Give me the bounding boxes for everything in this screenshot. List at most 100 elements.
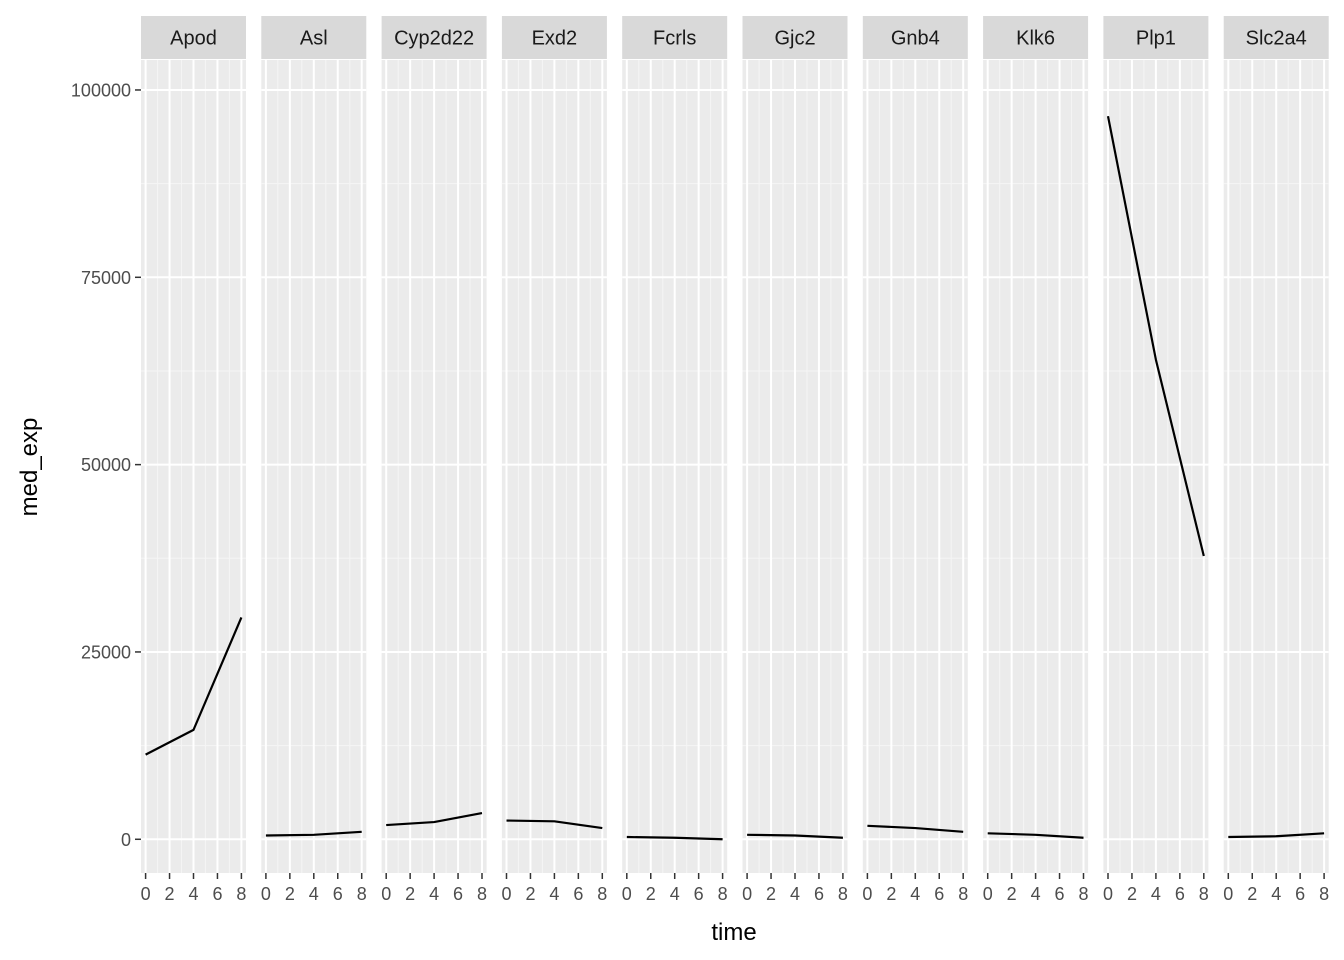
x-tick-label: 6 bbox=[1175, 884, 1185, 904]
y-axis-title: med_exp bbox=[16, 418, 43, 517]
facet-panel-gnb4: Gnb4 0 2 4 6 8 bbox=[862, 16, 968, 904]
x-tick-label: 0 bbox=[501, 884, 511, 904]
y-tick-label: 25000 bbox=[81, 642, 131, 662]
x-tick-label: 2 bbox=[1007, 884, 1017, 904]
facet-strip-label: Slc2a4 bbox=[1246, 28, 1307, 50]
x-tick-label: 0 bbox=[141, 884, 151, 904]
x-tick-label: 6 bbox=[694, 884, 704, 904]
x-tick-label: 4 bbox=[910, 884, 920, 904]
x-tick-label: 4 bbox=[670, 884, 680, 904]
x-tick-label: 2 bbox=[405, 884, 415, 904]
x-tick-label: 0 bbox=[1223, 884, 1233, 904]
facet-strip bbox=[141, 16, 246, 59]
facet-panel-plp1: Plp1 0 2 4 6 8 bbox=[1103, 16, 1209, 904]
facet-strip-label: Plp1 bbox=[1136, 28, 1176, 50]
x-tick-label: 6 bbox=[1055, 884, 1065, 904]
facet-panel-slc2a4: Slc2a4 0 2 4 6 8 bbox=[1223, 16, 1329, 904]
facet-strip bbox=[1103, 16, 1209, 59]
x-tick-label: 4 bbox=[429, 884, 439, 904]
facet-panel-fcrls: Fcrls 0 2 4 6 8 bbox=[622, 16, 728, 904]
x-tick-label: 4 bbox=[1151, 884, 1161, 904]
facet-panel-gjc2: Gjc2 0 2 4 6 8 bbox=[742, 16, 848, 904]
x-tick-label: 2 bbox=[525, 884, 535, 904]
x-tick-label: 0 bbox=[742, 884, 752, 904]
facet-strip-label: Apod bbox=[170, 28, 217, 50]
facet-strip-label: Klk6 bbox=[1016, 28, 1055, 50]
facet-strip bbox=[983, 16, 1089, 59]
series-line-plp1 bbox=[1106, 115, 1205, 557]
series-line-fcrls bbox=[626, 835, 723, 841]
x-tick-label: 6 bbox=[814, 884, 824, 904]
series-line-klk6 bbox=[987, 832, 1084, 839]
series-line-apod bbox=[145, 617, 243, 756]
x-tick-label: 4 bbox=[1271, 884, 1281, 904]
x-tick-label: 2 bbox=[766, 884, 776, 904]
x-tick-label: 8 bbox=[1199, 884, 1209, 904]
x-tick-label: 0 bbox=[261, 884, 271, 904]
facet-strip bbox=[261, 16, 367, 59]
x-tick-label: 8 bbox=[1319, 884, 1329, 904]
series-line-cyp2d22 bbox=[386, 811, 483, 827]
y-tick-label: 0 bbox=[121, 830, 131, 850]
facet-strip-label: Gjc2 bbox=[774, 28, 815, 50]
facet-panel-apod: Apod 0 2 4 6 8 bbox=[141, 16, 246, 904]
x-tick-label: 8 bbox=[597, 884, 607, 904]
facet-strip bbox=[1223, 16, 1329, 59]
x-tick-label: 8 bbox=[718, 884, 728, 904]
facet-strip bbox=[501, 16, 607, 59]
facet-panel-klk6: Klk6 0 2 4 6 8 bbox=[983, 16, 1089, 904]
x-tick-label: 2 bbox=[285, 884, 295, 904]
x-tick-label: 6 bbox=[333, 884, 343, 904]
facet-strip-label: Gnb4 bbox=[891, 28, 940, 50]
facet-strip bbox=[742, 16, 848, 59]
x-tick-label: 4 bbox=[790, 884, 800, 904]
series-line-asl bbox=[265, 830, 362, 837]
y-tick-label: 75000 bbox=[81, 268, 131, 288]
x-tick-label: 8 bbox=[1078, 884, 1088, 904]
x-tick-label: 4 bbox=[188, 884, 198, 904]
facet-strip bbox=[622, 16, 728, 59]
facet-strip bbox=[381, 16, 487, 59]
facet-panel-asl: Asl 0 2 4 6 8 bbox=[261, 16, 367, 904]
series-line-exd2 bbox=[506, 819, 603, 830]
x-tick-label: 6 bbox=[212, 884, 222, 904]
series-line-slc2a4 bbox=[1228, 832, 1325, 839]
facet-panel-cyp2d22: Cyp2d22 0 2 4 6 8 bbox=[381, 16, 487, 904]
x-axis-title: time bbox=[711, 919, 756, 946]
facet-strip-label: Fcrls bbox=[653, 28, 696, 50]
x-tick-label: 0 bbox=[622, 884, 632, 904]
facet-strip-label: Exd2 bbox=[532, 28, 578, 50]
x-tick-label: 2 bbox=[1127, 884, 1137, 904]
x-tick-label: 6 bbox=[934, 884, 944, 904]
facet-strip-label: Asl bbox=[300, 28, 328, 50]
x-tick-label: 6 bbox=[573, 884, 583, 904]
x-tick-label: 2 bbox=[1247, 884, 1257, 904]
x-tick-label: 0 bbox=[1103, 884, 1113, 904]
x-tick-label: 0 bbox=[381, 884, 391, 904]
x-tick-label: 6 bbox=[1295, 884, 1305, 904]
y-tick-label: 50000 bbox=[81, 455, 131, 475]
facet-strip-label: Cyp2d22 bbox=[394, 28, 474, 50]
x-tick-label: 4 bbox=[549, 884, 559, 904]
x-tick-label: 0 bbox=[983, 884, 993, 904]
x-tick-label: 4 bbox=[309, 884, 319, 904]
x-tick-label: 6 bbox=[453, 884, 463, 904]
x-tick-label: 8 bbox=[958, 884, 968, 904]
series-line-gjc2 bbox=[747, 833, 843, 839]
y-tick-label: 100000 bbox=[71, 80, 131, 100]
facet-strip bbox=[862, 16, 968, 59]
x-tick-label: 8 bbox=[477, 884, 487, 904]
x-tick-label: 8 bbox=[357, 884, 367, 904]
x-tick-label: 4 bbox=[1031, 884, 1041, 904]
x-tick-label: 0 bbox=[862, 884, 872, 904]
series-line-gnb4 bbox=[867, 824, 964, 833]
x-tick-label: 2 bbox=[886, 884, 896, 904]
x-tick-label: 2 bbox=[165, 884, 175, 904]
x-tick-label: 2 bbox=[646, 884, 656, 904]
x-tick-label: 8 bbox=[236, 884, 246, 904]
y-axis: 0 25000 50000 75000 100000 bbox=[71, 80, 141, 850]
facet-panel-exd2: Exd2 0 2 4 6 8 bbox=[501, 16, 607, 904]
x-tick-label: 8 bbox=[838, 884, 848, 904]
